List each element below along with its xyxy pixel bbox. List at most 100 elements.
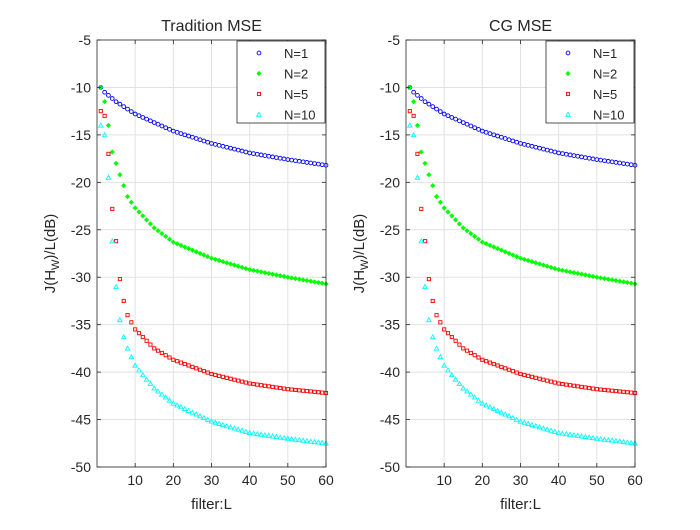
data-point [574, 432, 581, 438]
y-tick-label: -50 [380, 459, 400, 475]
data-point [162, 394, 169, 400]
data-point [166, 236, 173, 242]
data-point [220, 374, 226, 379]
data-point [575, 270, 581, 277]
y-axis-label: J(HW)/L(dB) [42, 214, 62, 294]
data-point [587, 386, 592, 391]
legend-marker [565, 70, 571, 77]
data-point [105, 174, 112, 180]
data-point [419, 206, 424, 211]
data-point [125, 313, 130, 318]
y-axis-label: J(HW)/L(dB) [351, 214, 371, 294]
data-point [155, 121, 161, 127]
data-point [307, 438, 314, 444]
data-point [598, 387, 603, 392]
x-tick-label: 60 [627, 472, 643, 488]
data-point [429, 333, 436, 340]
data-point [430, 182, 436, 189]
data-point [155, 388, 162, 394]
data-point [567, 431, 574, 437]
data-point [181, 405, 188, 412]
data-point [613, 277, 619, 284]
data-point [415, 93, 420, 98]
legend-marker [256, 111, 262, 117]
data-point [559, 430, 566, 436]
data-point [426, 101, 432, 107]
data-point [597, 275, 604, 281]
y-label-subscript: W [50, 259, 62, 270]
data-point [170, 400, 177, 406]
data-point [228, 376, 233, 381]
data-point [197, 367, 203, 372]
series-circle [407, 85, 638, 168]
data-point [270, 384, 275, 389]
y-label-subscript: W [359, 259, 371, 270]
data-point [418, 96, 424, 101]
data-point [609, 437, 616, 443]
chart-title: Tradition MSE [161, 18, 262, 35]
data-point [259, 383, 264, 388]
data-point [529, 374, 534, 379]
data-point [232, 377, 237, 382]
data-point [464, 388, 471, 394]
data-point [533, 260, 539, 266]
data-point [411, 89, 416, 95]
data-point [239, 427, 245, 433]
data-point [288, 435, 295, 442]
data-point [98, 109, 103, 114]
legend: N=1 N=2 N=5 N=10 [236, 40, 326, 124]
data-point [304, 277, 310, 284]
data-point [265, 432, 272, 438]
y-label-tail: )/L(dB) [351, 214, 368, 260]
series-square [98, 109, 329, 396]
data-point [457, 342, 462, 347]
y-tick-label: -5 [388, 32, 401, 48]
data-point [113, 283, 120, 289]
data-point [223, 422, 230, 429]
data-point [430, 104, 436, 109]
data-point [441, 205, 447, 211]
data-point [97, 122, 104, 128]
x-axis-label: filter:L [500, 496, 541, 513]
data-point [163, 125, 169, 131]
data-point [564, 382, 569, 387]
data-point [457, 118, 462, 124]
data-point [452, 217, 459, 223]
data-point [586, 434, 593, 440]
data-point [193, 249, 199, 255]
data-point [151, 120, 157, 125]
data-point [143, 217, 150, 223]
data-point [545, 378, 550, 383]
data-point [212, 419, 219, 425]
data-point [502, 411, 509, 417]
y-tick-label: -40 [380, 364, 400, 380]
data-point [121, 298, 126, 303]
data-point [101, 98, 108, 105]
data-point [621, 389, 626, 394]
data-point [147, 221, 154, 227]
data-point [510, 369, 515, 374]
data-point [178, 403, 184, 410]
data-point [205, 253, 211, 260]
data-point [410, 131, 417, 138]
data-point [136, 331, 142, 336]
data-point [510, 252, 516, 258]
data-point [555, 266, 562, 273]
data-point [117, 277, 122, 282]
data-point [521, 419, 528, 425]
data-point [506, 412, 513, 419]
data-point [269, 271, 276, 277]
data-point [532, 422, 539, 429]
data-point [303, 437, 310, 444]
data-point [472, 125, 478, 131]
data-point [297, 388, 302, 393]
data-point [120, 333, 127, 340]
data-point [448, 371, 455, 378]
y-label-main: J(H [351, 270, 368, 293]
data-point [609, 277, 615, 283]
data-point [579, 384, 584, 389]
data-point [320, 390, 325, 395]
legend-marker [256, 91, 262, 97]
data-point [570, 431, 577, 438]
data-point [109, 238, 116, 244]
